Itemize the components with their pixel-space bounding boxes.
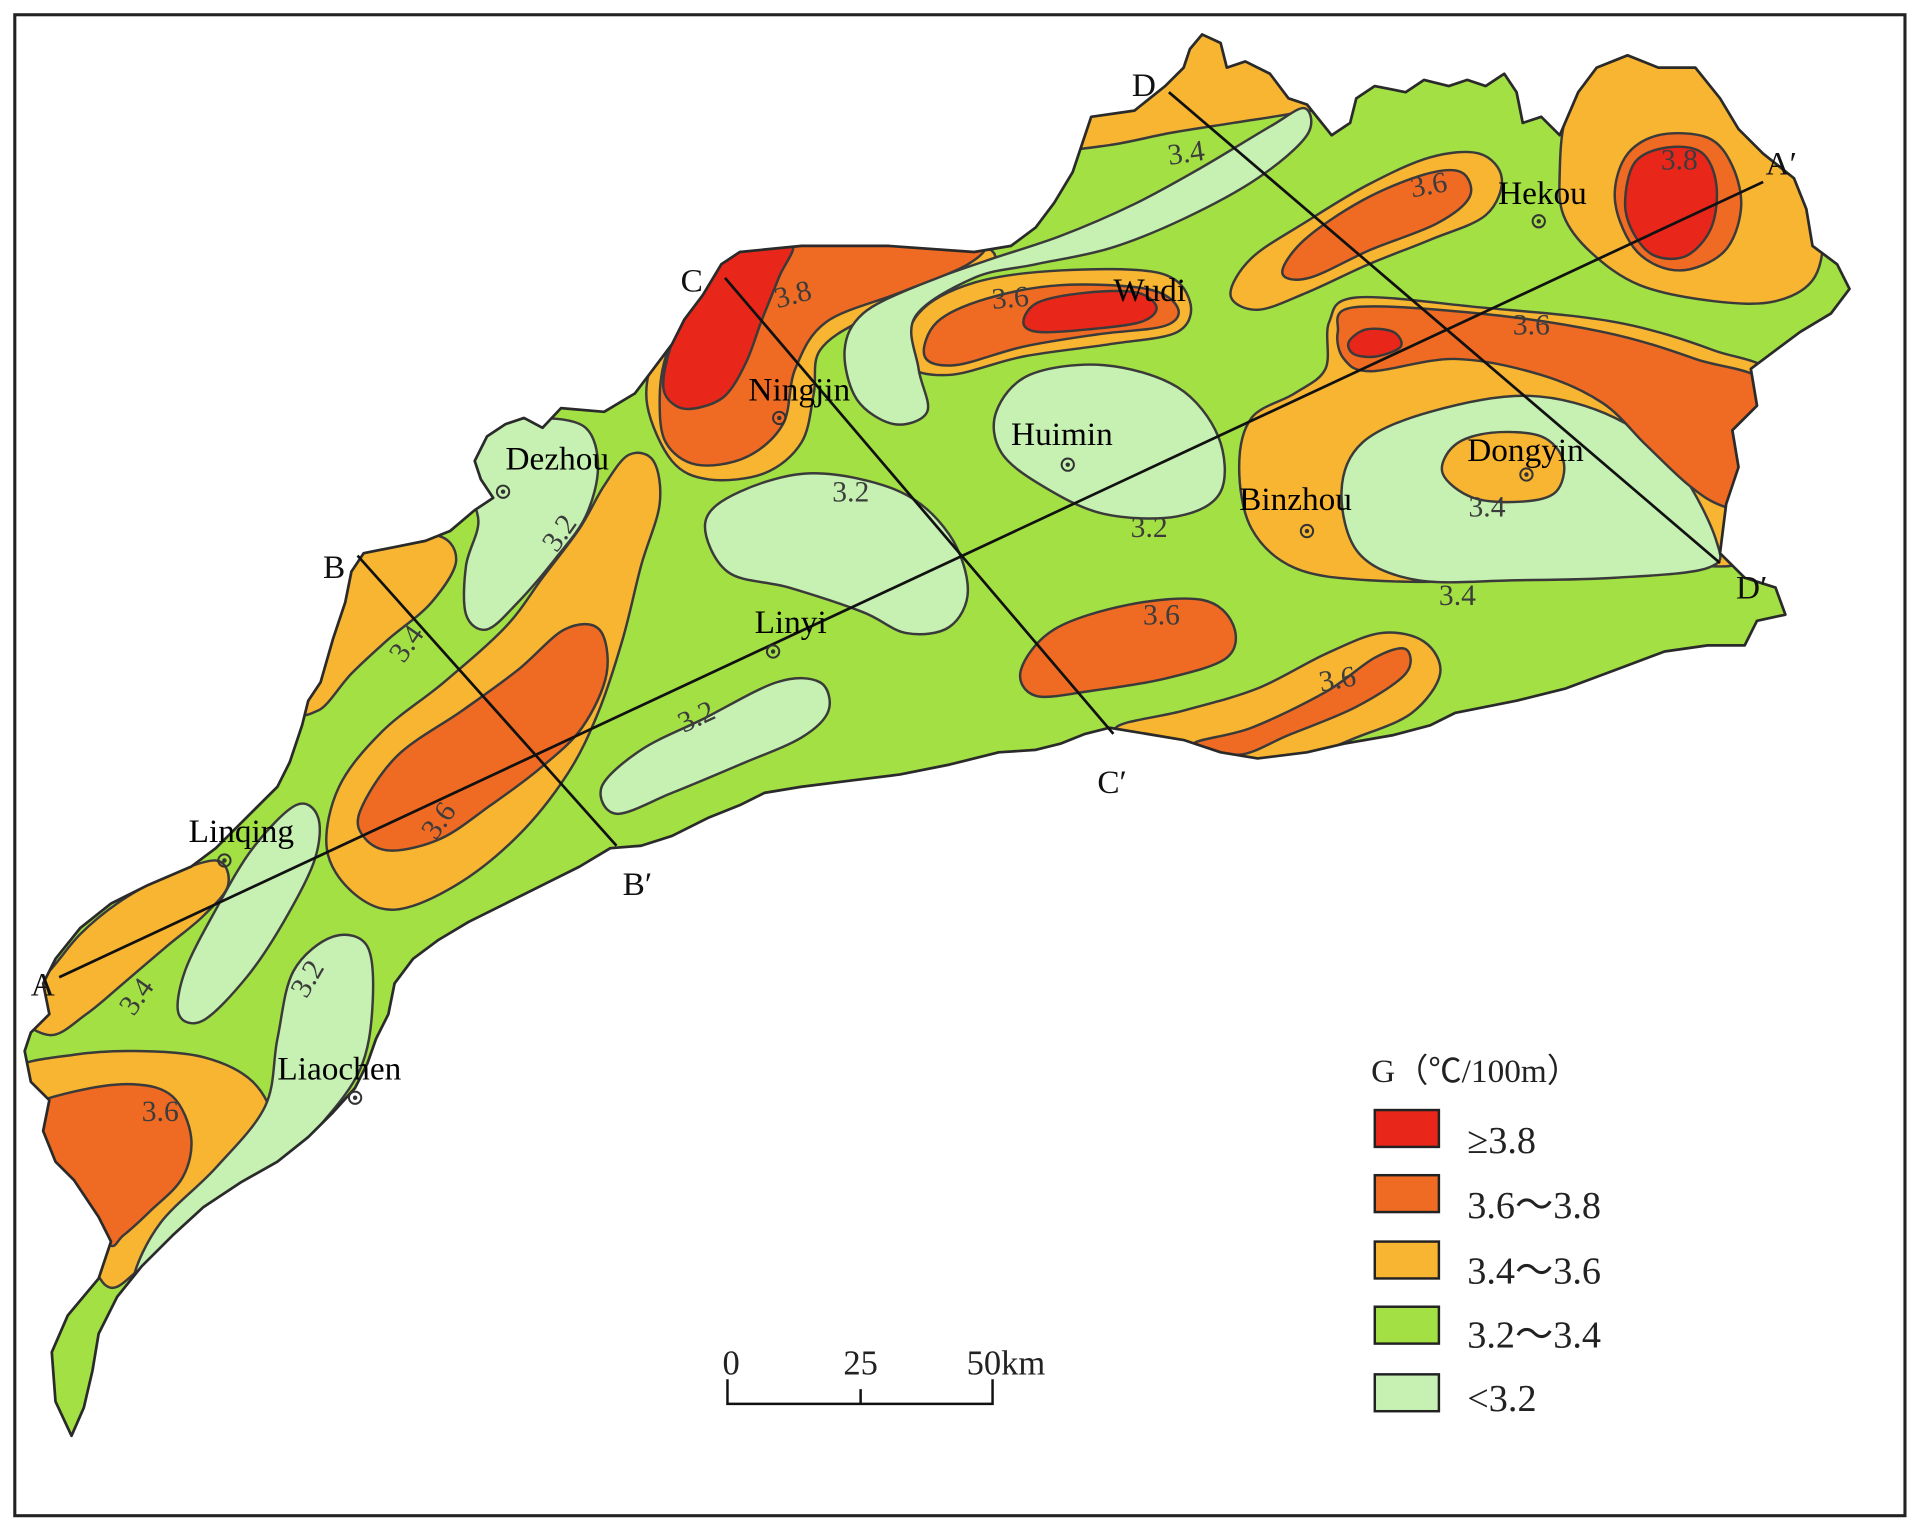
city-label-ningjin: Ningjin [748,372,850,409]
city-label-dezhou: Dezhou [506,441,610,478]
profile-label-d: D [1132,67,1156,104]
profile-label-a-prime: A′ [1766,146,1797,183]
contour-label: 3.4 [1468,491,1505,523]
contour-label: 3.8 [1661,145,1698,177]
city-marker-linqing [217,853,232,868]
zone-3.6-3.8-south-central [1018,597,1238,699]
city-marker-dezhou [495,484,511,499]
city-marker-hekou [1531,214,1546,229]
contour-label: 3.6 [1143,600,1180,632]
profile-lines [58,91,1764,979]
profile-label-d-prime: D′ [1736,570,1767,607]
scale-tick-label: 25 [843,1344,878,1382]
legend-label: 3.2～3.4 [1467,1314,1601,1356]
profile-label-b-prime: B′ [623,866,652,903]
legend-title: G（℃/100m） [1371,1053,1580,1090]
city-marker-dongyin [1519,467,1534,482]
study-area-boundary [23,33,1851,1438]
legend-label: 3.4～3.6 [1467,1250,1601,1292]
city-markers [217,214,1546,1105]
scale-tick-label: 50km [967,1344,1046,1382]
legend-swatch [1373,1373,1441,1413]
zone-gt-3.8-hekou [1623,145,1719,261]
contour-label: 3.6 [990,281,1030,316]
zone-3.6-3.8-hekou-west [1281,168,1473,281]
scale-bar: 0 25 50km [723,1344,1046,1406]
city-marker-ningjin [772,410,787,426]
zone-lt-3.2-huimin [992,363,1226,520]
legend: G（℃/100m） ≥3.8 3.6～3.8 3.4～3.6 3.2～3.4 <… [1371,1053,1601,1420]
city-label-wudi: Wudi [1113,272,1186,309]
zone-gt-3.8-east [1346,327,1403,359]
city-label-huimin: Huimin [1011,416,1113,453]
zone-lt-3.2-linyi-south [599,676,831,816]
profile-line-a [58,180,1764,979]
contour-label: 3.6 [1316,661,1358,699]
contour-label: 3.6 [1513,309,1550,341]
city-label-binzhou: Binzhou [1239,481,1352,518]
zone-3.6-3.8-south-east [1192,647,1412,757]
contour-label: 3.4 [1166,135,1207,172]
city-marker-liaochen [347,1090,363,1105]
zone-gt-3.8-wudi [1022,289,1158,334]
profile-line-d [1167,91,1721,565]
zone-3.6-3.8-central-west [356,622,609,852]
legend-label: 3.6～3.8 [1467,1185,1601,1227]
scale-bar-line [726,1379,994,1406]
zone-lt-3.2-linyi-north [703,472,970,636]
contour-label: 3.2 [1131,512,1168,544]
legend-swatch [1373,1173,1441,1214]
profile-line-b [356,554,618,847]
legend-swatch [1373,1240,1441,1280]
legend-swatch [1373,1305,1441,1345]
profile-line-c [723,276,1115,735]
legend-label: <3.2 [1467,1378,1536,1420]
city-marker-linyi [765,644,781,659]
profile-label-c: C [681,262,703,299]
profile-label-a: A [31,967,55,1004]
contour-label: 3.6 [142,1096,179,1128]
zone-lt-3.2-linqing [176,802,322,1025]
scale-tick-label: 0 [723,1344,740,1382]
contour-label: 3.4 [1439,580,1476,612]
gradient-zones [24,34,1825,1318]
profile-label-b: B [323,549,345,586]
legend-label: ≥3.8 [1467,1120,1536,1162]
city-labels: Dezhou Ningjin Wudi Hekou Huimin Dongyin… [189,175,1588,1087]
city-label-liaochen: Liaochen [277,1050,401,1087]
contour-label: 3.6 [1408,166,1450,204]
profile-labels: A A′ B B′ C C′ D D′ [31,67,1797,1004]
city-label-linyi: Linyi [755,604,827,641]
legend-swatch [1373,1108,1441,1149]
zone-3.6-3.8-east-band [1336,305,1786,525]
contour-label: 3.2 [832,477,869,509]
city-marker-binzhou [1299,523,1315,539]
zone-3.4-3.6-dongyin [1440,430,1566,504]
city-label-dongyin: Dongyin [1467,432,1584,469]
city-label-linqing: Linqing [189,813,294,850]
city-label-hekou: Hekou [1498,175,1587,212]
profile-label-c-prime: C′ [1097,764,1126,801]
city-marker-huimin [1060,457,1075,472]
zone-lt-3.2-north-band [843,106,1313,426]
